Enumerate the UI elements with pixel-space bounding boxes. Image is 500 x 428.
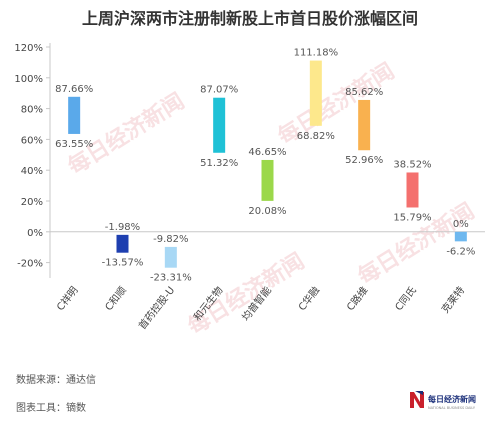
chart-tool-note: 图表工具：镝数	[16, 403, 86, 414]
range-bar	[68, 96, 81, 134]
low-value-label: 63.55%	[55, 139, 93, 150]
logo-wordmark: 每日经济新闻	[428, 394, 476, 404]
low-value-label: 68.82%	[297, 131, 335, 142]
x-tick-label: 首药控股-U	[136, 284, 178, 332]
high-value-label: 46.65%	[248, 147, 286, 158]
data-source-note: 数据来源：通达信	[16, 375, 96, 386]
y-tick-label: 80%	[21, 105, 43, 116]
brand-logo: 每日经济新闻 NATIONAL BUSINESS DAILY	[410, 391, 476, 410]
y-tick-label: 20%	[21, 197, 43, 208]
x-tick-label: C祥明	[54, 284, 81, 313]
y-tick-label: 40%	[21, 166, 43, 177]
low-value-label: 15.79%	[393, 212, 431, 223]
range-bar	[309, 60, 322, 126]
logo-subtext: NATIONAL BUSINESS DAILY	[428, 406, 476, 410]
watermark-1: 每日经济新闻	[273, 58, 399, 150]
high-value-label: 38.52%	[393, 159, 431, 170]
data-labels-layer: 87.66% 63.55% -1.98% -13.57% -9.82% -23.31% 87…	[55, 48, 475, 284]
x-tick-label: C华融	[295, 284, 322, 313]
high-value-label: 0%	[453, 219, 469, 230]
x-tick-label: 克莱特	[439, 284, 467, 315]
low-value-label: 52.96%	[345, 155, 383, 166]
range-bar	[454, 231, 467, 242]
high-value-label: -1.98%	[105, 222, 140, 233]
watermark-0: 每日经济新闻	[63, 88, 189, 180]
x-tick-label: C和顺	[103, 284, 129, 313]
high-value-label: 111.18%	[294, 48, 339, 59]
y-tick-label: 60%	[21, 135, 43, 146]
y-tick-label: 0%	[27, 228, 43, 239]
low-value-label: -6.2%	[446, 246, 475, 257]
range-bar	[213, 97, 226, 153]
y-tick-label: 120%	[14, 43, 43, 54]
high-value-label: 87.66%	[55, 84, 93, 95]
watermark-2: 每日经济新闻	[183, 248, 309, 340]
low-value-label: -13.57%	[102, 258, 144, 269]
x-tick-label: C同氏	[393, 284, 419, 313]
low-value-label: 51.32%	[200, 158, 238, 169]
y-tick-label: -20%	[17, 259, 43, 270]
low-value-label: -23.31%	[150, 273, 192, 284]
high-value-label: 87.07%	[200, 85, 238, 96]
chart-title: 上周沪深两市注册制新股上市首日股价涨幅区间	[82, 9, 418, 28]
range-bar	[116, 234, 129, 253]
high-value-label: 85.62%	[345, 87, 383, 98]
y-tick-label: 100%	[14, 74, 43, 85]
low-value-label: 20.08%	[248, 206, 286, 217]
high-value-label: -9.82%	[153, 234, 188, 245]
range-bar	[358, 99, 371, 151]
range-bar	[406, 172, 419, 208]
bars-layer	[68, 60, 467, 268]
range-bar	[164, 246, 177, 268]
range-bar	[261, 159, 274, 201]
